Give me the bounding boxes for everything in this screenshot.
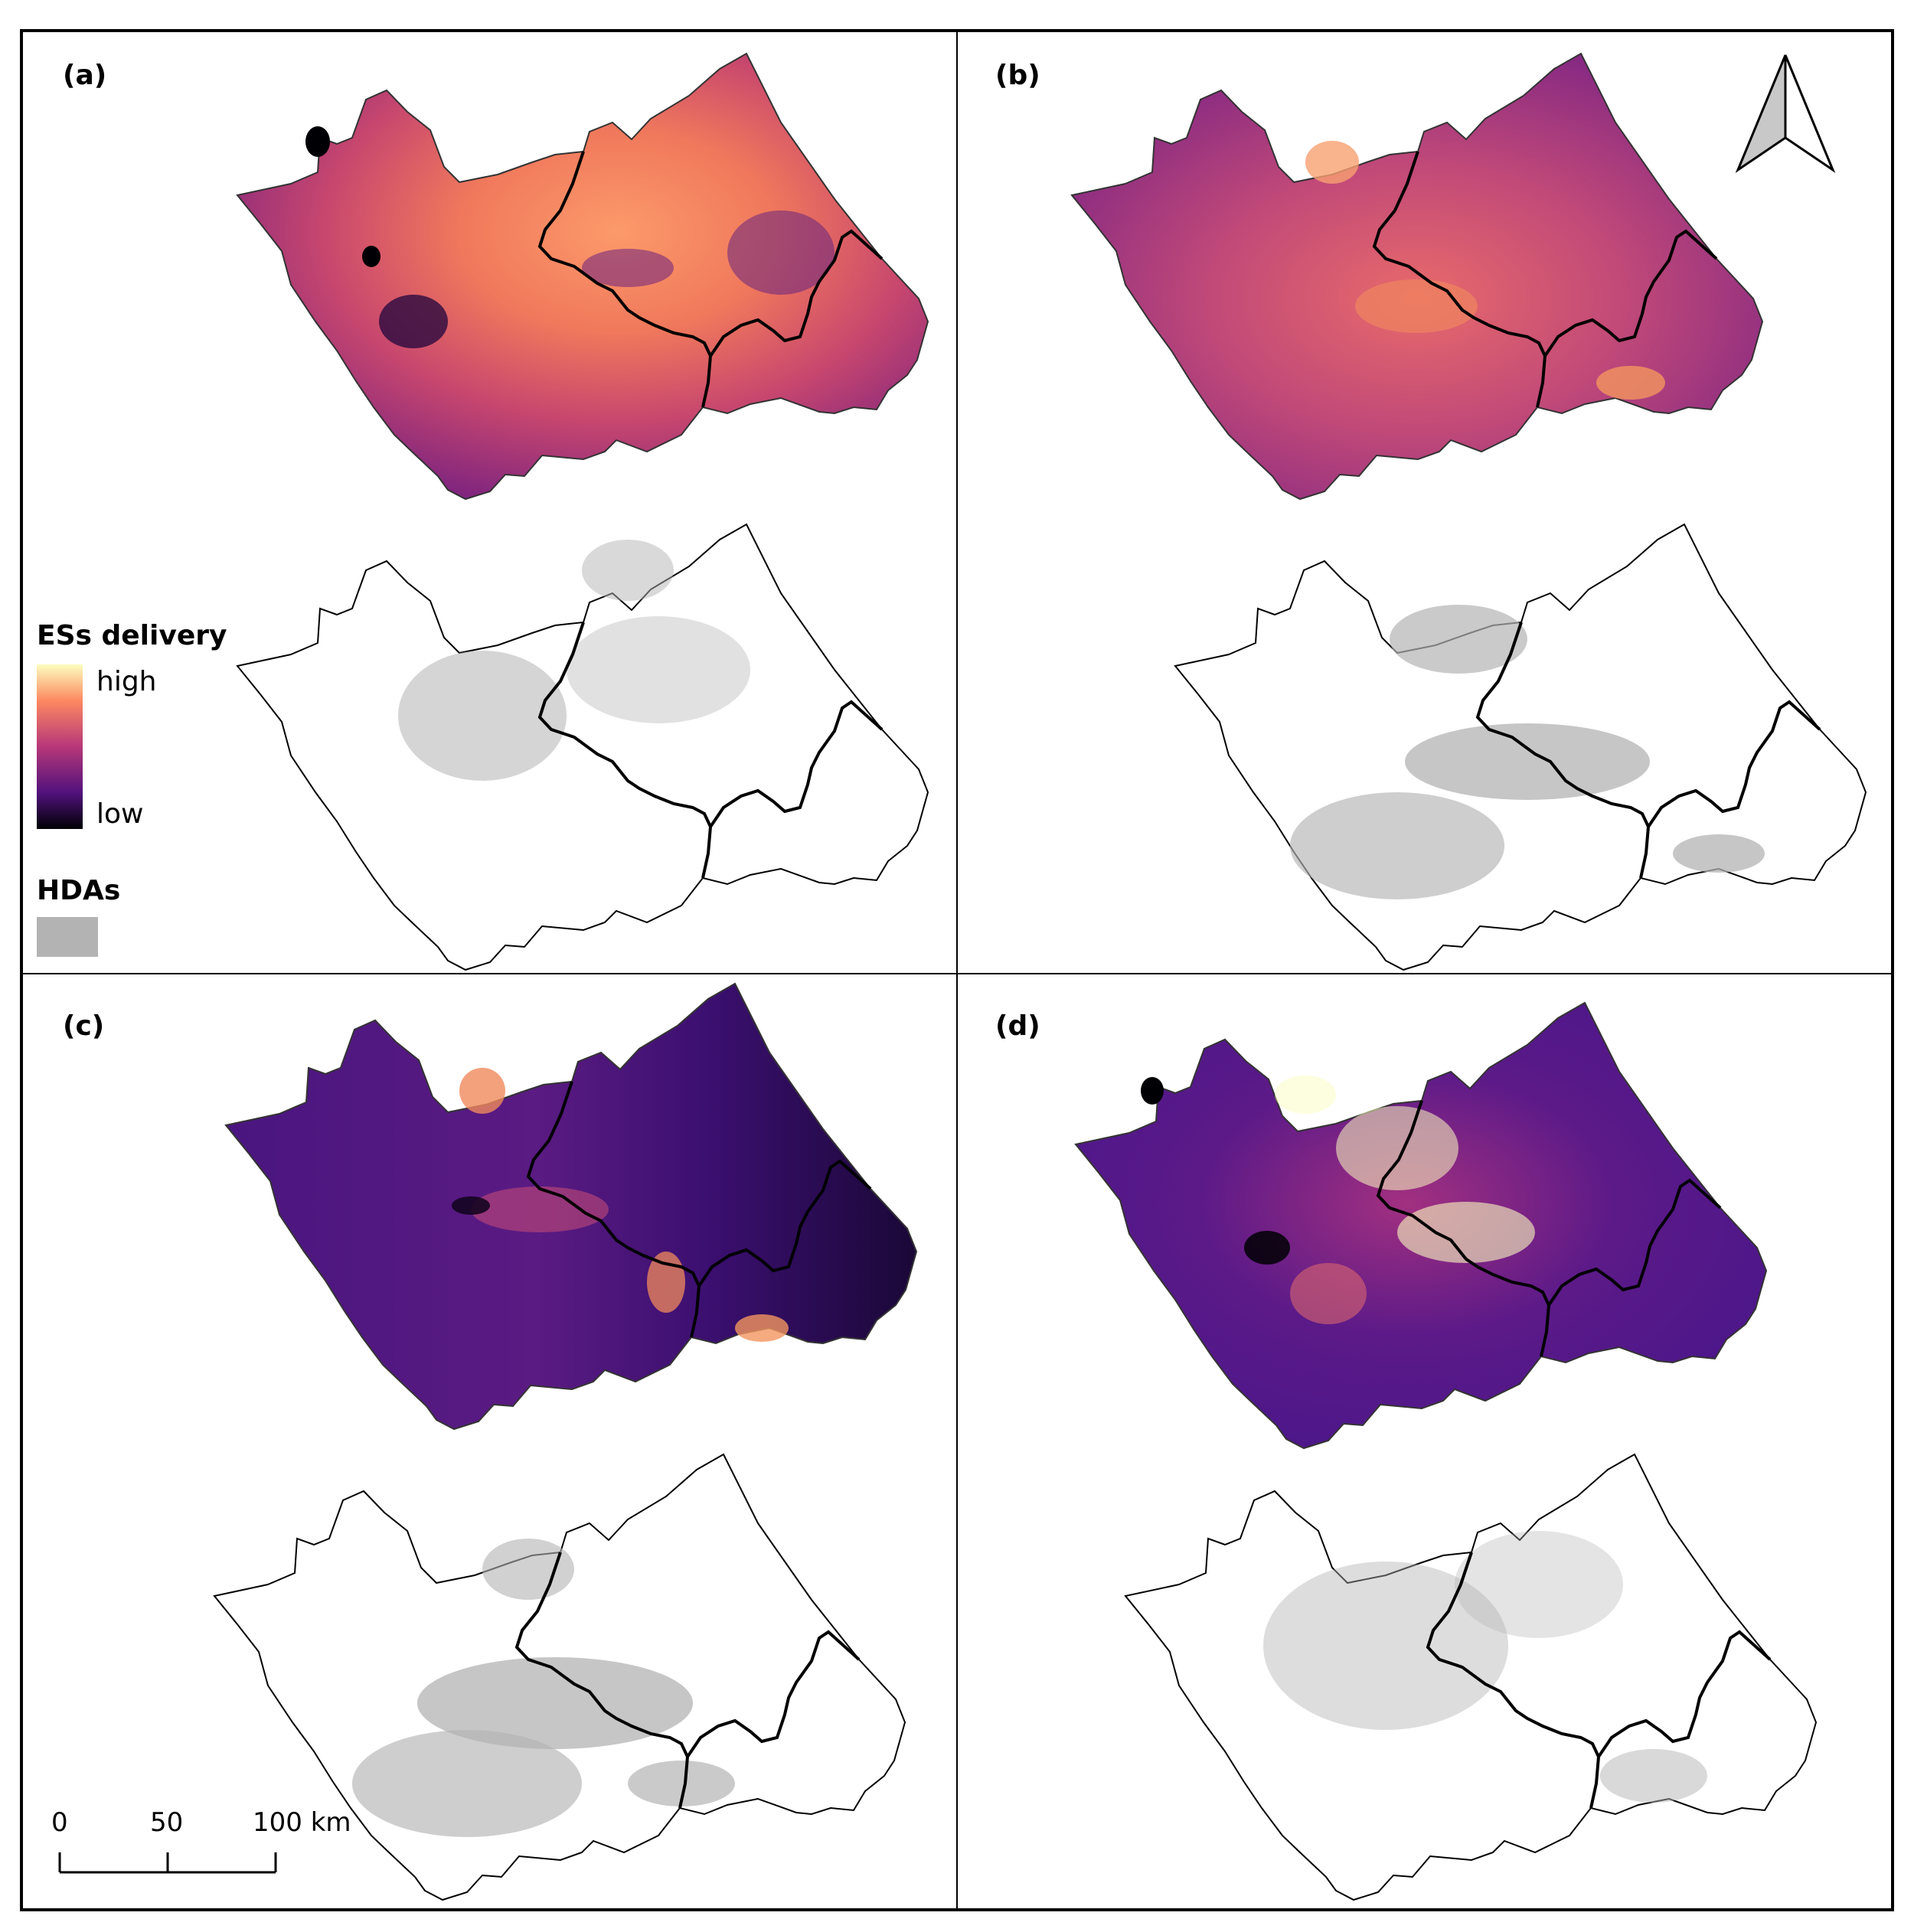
panel-label-c: (c) [63,1010,104,1042]
scale-bar: 0 50 100 km [51,1807,351,1874]
map-b-delivery [1071,53,1763,500]
legend-hdas-swatch [37,917,98,957]
panel-label-d: (d) [995,1010,1040,1042]
map-d-delivery [1075,1002,1767,1449]
legend-high-label: high [96,666,157,697]
legend: ESs delivery high low HDAs [37,620,227,957]
map-a-delivery [237,53,929,500]
map-c-hdas [214,1454,906,1901]
panel-c [214,983,917,1901]
scale-tick-0: 0 [51,1807,68,1838]
map-d-hdas [1125,1454,1817,1901]
scale-tick-50: 50 [150,1807,183,1838]
legend-low-label: low [96,798,143,830]
panel-d [1075,1002,1817,1901]
scale-tick-100: 100 km [253,1807,351,1838]
north-arrow-icon [1735,54,1836,174]
legend-title-hdas: HDAs [37,875,120,906]
legend-colorbar [37,664,83,829]
panel-label-a: (a) [63,60,106,91]
panel-label-b: (b) [995,60,1040,91]
panel-a [237,53,929,971]
map-c-delivery [225,983,917,1430]
map-a-hdas [237,524,929,971]
legend-title-ess-delivery: ESs delivery [37,620,227,651]
map-b-hdas [1174,524,1867,971]
panel-b [1071,53,1867,971]
